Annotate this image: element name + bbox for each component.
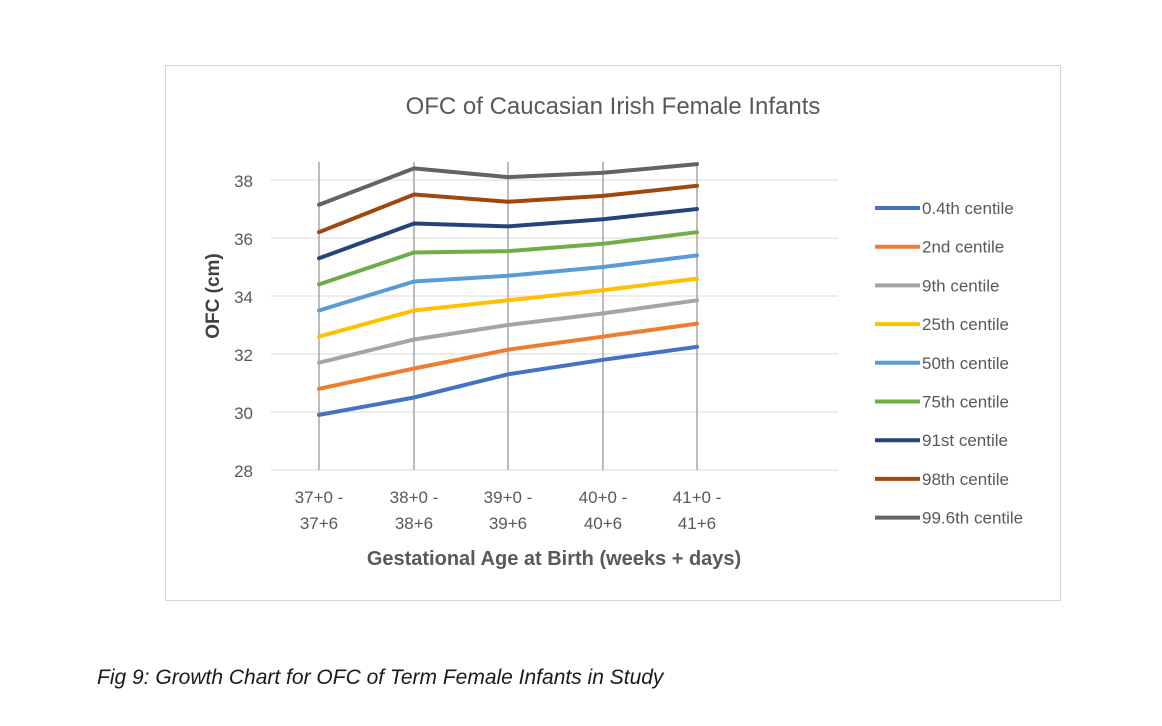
y-tick-label: 36 [234,230,253,249]
legend-item: 99.6th centile [875,509,1023,528]
x-tick-label: 39+6 [489,514,527,533]
legend-item: 91st centile [875,431,1008,450]
legend-label: 25th centile [922,315,1009,334]
line-chart: OFC of Caucasian Irish Female Infants 28… [203,93,1023,570]
series-line [317,276,699,339]
series-line [317,230,699,287]
series-line [317,298,699,365]
legend-item: 75th centile [875,393,1009,412]
y-tick-label: 30 [234,404,253,423]
legend-label: 9th centile [922,276,1000,295]
series-line [317,183,699,235]
series-line [317,253,699,313]
legend-label: 50th centile [922,354,1009,373]
legend-item: 0.4th centile [875,199,1014,218]
x-tick-label: 38+6 [395,514,433,533]
chart-area: OFC of Caucasian Irish Female Infants 28… [165,65,1061,601]
x-tick-label: 41+0 - [673,488,722,507]
series-line [317,162,699,207]
legend-label: 0.4th centile [922,199,1014,218]
series-line [317,321,699,391]
x-axis-label: Gestational Age at Birth (weeks + days) [367,548,741,570]
x-axis-ticks: 37+0 - 37+6 38+0 - 38+6 39+0 - 39+6 40+0 - 40+6… [295,488,722,533]
y-tick-label: 38 [234,172,253,191]
legend-item: 9th centile [875,276,1000,295]
y-tick-label: 34 [234,288,253,307]
legend-label: 91st centile [922,431,1008,450]
legend-label: 98th centile [922,470,1009,489]
legend-label: 75th centile [922,393,1009,412]
y-axis-label: OFC (cm) [203,253,224,339]
legend-item: 25th centile [875,315,1009,334]
y-tick-label: 32 [234,346,253,365]
x-tick-label: 39+0 - [484,488,533,507]
series-line [317,344,699,417]
legend-label: 99.6th centile [922,509,1023,528]
x-tick-label: 38+0 - [390,488,439,507]
x-tick-label: 40+6 [584,514,622,533]
legend-item: 2nd centile [875,238,1004,257]
x-tick-label: 41+6 [678,514,716,533]
x-tick-label: 40+0 - [579,488,628,507]
y-tick-label: 28 [234,462,253,481]
series-lines [317,162,699,417]
x-tick-label: 37+6 [300,514,338,533]
legend-item: 98th centile [875,470,1009,489]
x-tick-label: 37+0 - [295,488,344,507]
legend-item: 50th centile [875,354,1009,373]
legend-label: 2nd centile [922,238,1004,257]
series-line [317,207,699,261]
y-axis-ticks: 28 30 32 34 36 38 [234,172,253,481]
figure-caption: Fig 9: Growth Chart for OFC of Term Fema… [97,666,664,689]
legend: 0.4th centile 2nd centile 9th centile 25th … [875,199,1023,528]
chart-title: OFC of Caucasian Irish Female Infants [406,93,821,120]
gridlines [271,162,838,471]
